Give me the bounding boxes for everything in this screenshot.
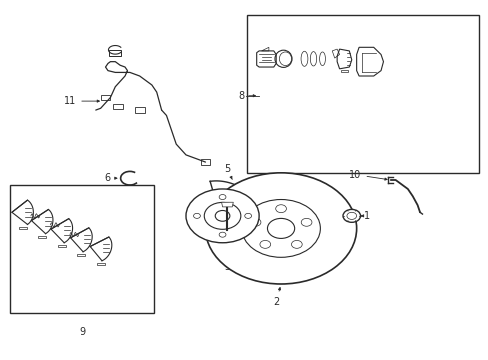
Bar <box>246 15 478 173</box>
Text: 11: 11 <box>64 96 99 106</box>
Text: 4: 4 <box>238 213 262 222</box>
Text: 5: 5 <box>224 164 232 180</box>
Circle shape <box>342 210 360 222</box>
Circle shape <box>250 219 261 226</box>
Circle shape <box>267 219 294 238</box>
Circle shape <box>204 202 241 229</box>
Bar <box>10 185 154 313</box>
Circle shape <box>260 240 270 248</box>
Bar <box>109 50 121 56</box>
Circle shape <box>215 211 229 221</box>
Text: 2: 2 <box>272 288 280 307</box>
Polygon shape <box>221 202 233 207</box>
Text: 7: 7 <box>223 240 249 258</box>
Text: 1: 1 <box>360 211 369 221</box>
Text: 9: 9 <box>79 327 85 337</box>
Circle shape <box>241 199 320 257</box>
Text: 6: 6 <box>104 173 117 183</box>
Circle shape <box>185 189 259 243</box>
Bar <box>113 104 122 109</box>
Bar <box>200 159 210 165</box>
Text: 3: 3 <box>224 237 230 273</box>
Text: 10: 10 <box>348 170 386 180</box>
Circle shape <box>205 173 356 284</box>
Circle shape <box>346 212 356 219</box>
Bar <box>101 95 110 100</box>
Circle shape <box>275 205 286 213</box>
Circle shape <box>291 240 302 248</box>
Circle shape <box>301 219 311 226</box>
Text: 8: 8 <box>238 91 244 101</box>
Bar <box>135 107 144 113</box>
